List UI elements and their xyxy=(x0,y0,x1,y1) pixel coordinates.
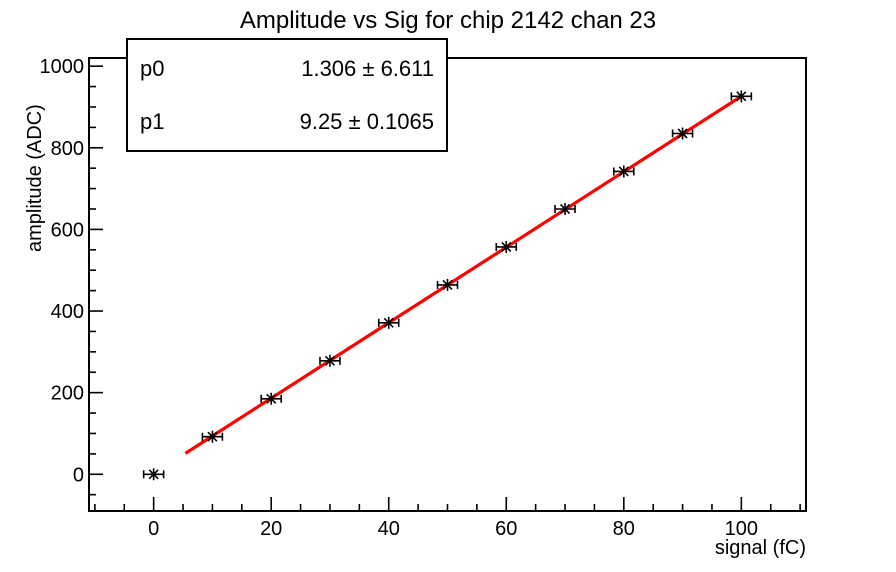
y-tick-label: 800 xyxy=(51,138,84,160)
x-axis-title: signal (fC) xyxy=(714,537,806,559)
data-point-marker xyxy=(148,469,159,480)
data-point-marker xyxy=(501,241,512,253)
data-point-marker xyxy=(383,317,394,328)
data-point-marker xyxy=(324,355,336,366)
fit-stats-box: p0 1.306 ± 6.611 p1 9.25 ± 0.1065 xyxy=(126,38,448,152)
stats-row-p1: p1 9.25 ± 0.1065 xyxy=(140,109,434,135)
plot-title: Amplitude vs Sig for chip 2142 chan 23 xyxy=(239,7,657,34)
x-tick-label: 20 xyxy=(260,518,282,540)
stats-param-name: p0 xyxy=(140,55,165,81)
y-axis-title: amplitude (ADC) xyxy=(24,104,46,252)
data-point-marker xyxy=(559,203,571,215)
x-tick-label: 60 xyxy=(495,518,517,540)
data-point-marker xyxy=(618,166,629,177)
y-tick-label: 400 xyxy=(51,301,84,323)
x-tick-label: 80 xyxy=(613,518,635,540)
stats-param-value: 9.25 ± 0.1065 xyxy=(299,108,434,134)
stats-row-p0: p0 1.306 ± 6.611 xyxy=(140,56,434,82)
data-point-marker xyxy=(266,393,277,404)
x-tick-label: 40 xyxy=(378,518,400,540)
stats-param-value: 1.306 ± 6.611 xyxy=(301,55,434,81)
fit-line xyxy=(184,94,743,455)
stats-param-name: p1 xyxy=(140,108,165,134)
y-tick-label: 200 xyxy=(51,383,84,405)
data-point-marker xyxy=(207,431,218,442)
x-tick-label: 0 xyxy=(148,518,159,540)
x-tick-label: 100 xyxy=(725,518,758,540)
y-tick-label: 0 xyxy=(73,464,84,486)
data-point-marker xyxy=(442,279,453,290)
data-point-marker xyxy=(736,91,747,102)
y-tick-label: 600 xyxy=(51,219,84,241)
data-point-marker xyxy=(677,128,688,139)
y-tick-label: 1000 xyxy=(40,56,85,78)
